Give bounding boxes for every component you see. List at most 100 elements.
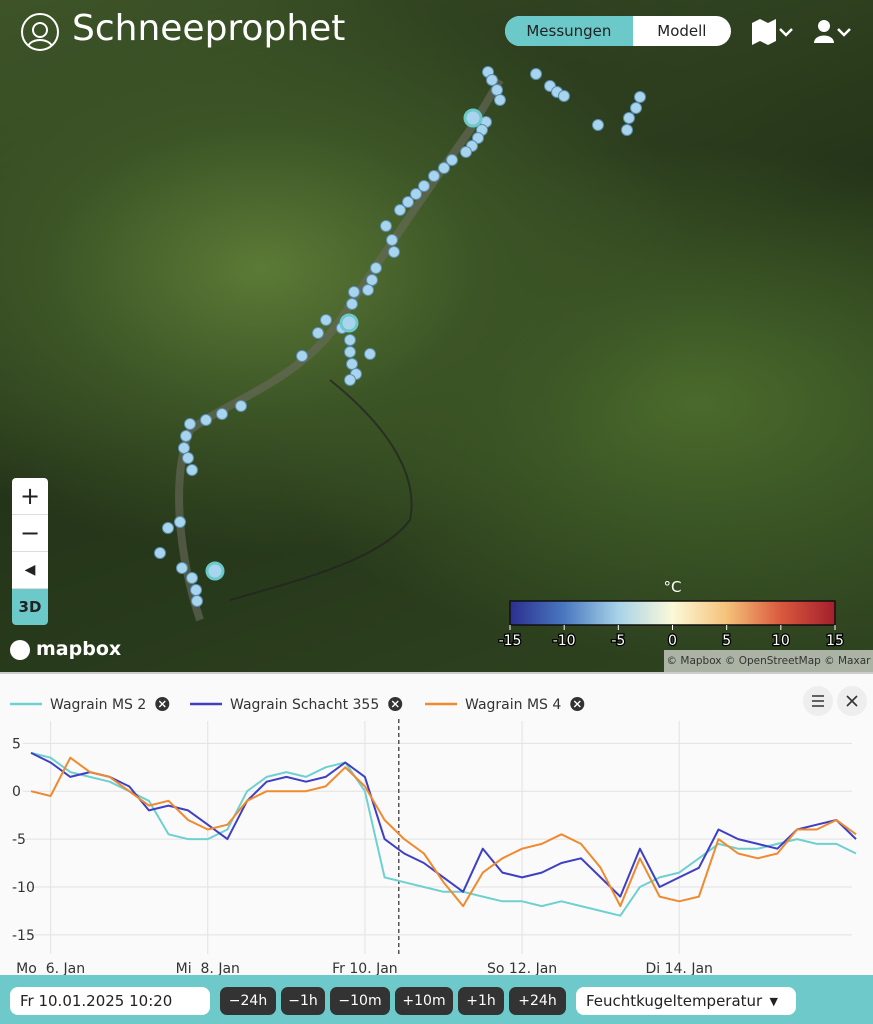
legend-remove-icon [573, 700, 581, 708]
colorbar-tick-label: -10 [553, 633, 576, 649]
datetime-input[interactable]: Fr 10.01.2025 10:20 [10, 987, 210, 1015]
series-line [30, 751, 857, 917]
map-overlay: °C -15 -10 -5 0 5 10 15 [154, 66, 845, 650]
station-marker[interactable] [348, 286, 360, 298]
station-marker[interactable] [162, 522, 174, 534]
station-marker[interactable] [364, 348, 376, 360]
station-marker[interactable] [344, 334, 356, 346]
station-marker[interactable] [530, 68, 542, 80]
station-marker[interactable] [380, 220, 392, 232]
y-tick-label: -5 [12, 832, 26, 848]
colorbar-unit: °C [664, 578, 682, 596]
station-marker[interactable] [370, 262, 382, 274]
station-marker[interactable] [178, 442, 190, 454]
station-marker[interactable] [386, 234, 398, 246]
station-marker[interactable] [182, 452, 194, 464]
station-marker[interactable] [180, 430, 192, 442]
station-marker[interactable] [494, 94, 506, 106]
legend-remove-icon [391, 700, 399, 708]
toggle-3d[interactable]: 3D [12, 589, 48, 625]
station-marker[interactable] [438, 162, 450, 174]
step-button[interactable]: +1h [458, 987, 504, 1015]
station-marker[interactable] [621, 124, 633, 136]
station-marker[interactable] [346, 358, 358, 370]
y-tick-label: 5 [12, 736, 21, 752]
menu-icon [812, 695, 824, 707]
station-marker[interactable] [410, 188, 422, 200]
map[interactable]: °C -15 -10 -5 0 5 10 15 Schneeprophet Messungen… [0, 0, 873, 672]
station-marker[interactable] [460, 146, 472, 158]
station-marker[interactable] [362, 284, 374, 296]
station-marker[interactable] [216, 408, 228, 420]
chart-panel: 5 0 -5 -10 -15 Mo 6. Jan Mi 8. Jan Fr 10. Jan So… [0, 672, 873, 977]
station-marker[interactable] [634, 91, 646, 103]
variable-select[interactable]: Feuchtkugeltemperatur ▼ [576, 987, 796, 1015]
x-tick-label: Mo 6. Jan [16, 961, 85, 977]
series-line [30, 752, 857, 898]
dropdown-arrow: ▼ [769, 994, 778, 1008]
station-marker[interactable] [558, 90, 570, 102]
attribution[interactable]: © Mapbox © OpenStreetMap © Maxar [664, 650, 873, 672]
station-marker[interactable] [630, 102, 642, 114]
station-marker[interactable] [296, 350, 308, 362]
tab-modell[interactable]: Modell [657, 22, 707, 40]
mapbox-icon [10, 640, 30, 660]
colorbar-tick-label: 0 [668, 633, 677, 649]
station-marker[interactable] [191, 595, 203, 607]
y-tick-label: 0 [12, 784, 21, 800]
station-marker[interactable] [190, 584, 202, 596]
compass[interactable]: ◀ [12, 552, 48, 589]
colorbar-tick-label: 10 [772, 633, 790, 649]
station-marker[interactable] [472, 132, 484, 144]
station-marker[interactable] [388, 246, 400, 258]
tab-messungen[interactable]: Messungen [505, 16, 633, 46]
station-marker[interactable] [200, 414, 212, 426]
station-marker[interactable] [346, 298, 358, 310]
station-marker[interactable] [418, 180, 430, 192]
station-marker[interactable] [428, 170, 440, 182]
station-marker[interactable] [486, 74, 498, 86]
legend-label[interactable]: Wagrain MS 4 [465, 697, 561, 713]
legend-remove-icon [158, 700, 166, 708]
station-marker[interactable] [344, 374, 356, 386]
station-marker[interactable] [344, 346, 356, 358]
logo-icon [21, 13, 59, 51]
step-button[interactable]: +10m [395, 987, 453, 1015]
colorbar-tick-label: 15 [826, 633, 844, 649]
station-marker[interactable] [402, 196, 414, 208]
station-marker[interactable] [312, 327, 324, 339]
step-button[interactable]: −24h [220, 987, 276, 1015]
selected-station[interactable] [463, 108, 483, 128]
station-marker[interactable] [186, 464, 198, 476]
station-marker[interactable] [592, 119, 604, 131]
station-marker[interactable] [174, 516, 186, 528]
colorbar-tick-label: -15 [499, 633, 522, 649]
step-button[interactable]: +24h [509, 987, 566, 1015]
colorbar-tick-label: -5 [611, 633, 625, 649]
station-marker[interactable] [394, 204, 406, 216]
station-marker[interactable] [320, 314, 332, 326]
zoom-in[interactable]: + [12, 478, 48, 515]
step-button[interactable]: −1h [281, 987, 325, 1015]
road [229, 379, 413, 601]
colorbar [509, 600, 836, 626]
station-marker[interactable] [446, 154, 458, 166]
step-button[interactable]: −10m [330, 987, 390, 1015]
station-marker[interactable] [154, 547, 166, 559]
station-marker[interactable] [184, 418, 196, 430]
legend-label[interactable]: Wagrain MS 2 [50, 697, 146, 713]
series-line [30, 756, 857, 908]
station-marker[interactable] [235, 400, 247, 412]
station-marker[interactable] [366, 274, 378, 286]
zoom-out[interactable]: − [12, 515, 48, 552]
header-icons[interactable] [750, 17, 860, 47]
station-marker[interactable] [176, 562, 188, 574]
variable-label: Feuchtkugeltemperatur [586, 992, 763, 1010]
station-marker[interactable] [186, 572, 198, 584]
selected-station[interactable] [339, 313, 359, 333]
legend-label[interactable]: Wagrain Schacht 355 [230, 697, 379, 713]
station-marker[interactable] [623, 112, 635, 124]
selected-station[interactable] [205, 561, 225, 581]
station-marker[interactable] [491, 84, 503, 96]
